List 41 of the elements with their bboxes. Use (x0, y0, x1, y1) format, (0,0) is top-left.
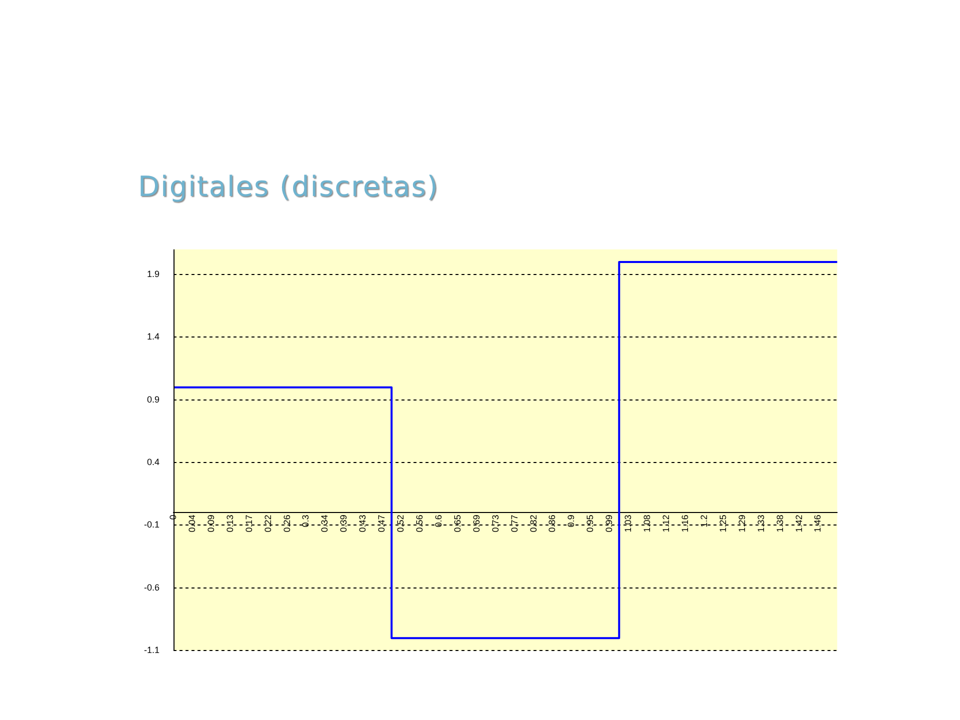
x-tick-label: 0.47 (376, 514, 387, 532)
x-tick-label: 0.09 (206, 514, 216, 532)
x-tick-label: 1.08 (642, 514, 652, 532)
x-tick-label: 0.17 (244, 514, 254, 532)
x-tick-label: 0.86 (547, 514, 558, 532)
x-tick-label: 1.38 (774, 514, 785, 532)
x-tick-label: 0.39 (338, 514, 349, 532)
x-tick-label: 0.6 (433, 514, 444, 528)
y-tick-label: 0.4 (146, 457, 160, 468)
x-tick-label: 0.43 (358, 514, 368, 532)
x-tick-label: 0.04 (186, 514, 197, 532)
x-tick-label: 0.99 (604, 514, 614, 532)
x-tick-label: 1.29 (736, 514, 747, 532)
x-tick-label: 0.26 (282, 514, 292, 532)
x-tick-label: 0.9 (566, 514, 576, 528)
x-tick-label: 1.25 (718, 514, 728, 532)
x-tick-label: 0.22 (262, 514, 273, 532)
y-tick-label: -1.1 (144, 645, 160, 656)
x-tick-label: 1.33 (756, 514, 766, 532)
x-tick-label: 0.3 (300, 514, 311, 528)
x-tick-label: 1.42 (794, 514, 804, 532)
x-tick-label: 0.73 (490, 514, 500, 532)
chart-title: Digitales (discretas) (138, 170, 439, 203)
x-tick-label: 0.52 (396, 514, 406, 532)
x-tick-label: 1.46 (812, 514, 823, 532)
x-tick-label: 1.16 (680, 514, 690, 532)
x-tick-label: 0.77 (509, 514, 520, 532)
y-tick-label: -0.1 (144, 520, 160, 530)
x-tick-label: 1.12 (661, 514, 672, 532)
x-tick-label: 0.95 (585, 514, 596, 532)
x-tick-label: 0.34 (320, 514, 330, 532)
y-tick-label: 1.4 (146, 332, 160, 342)
x-tick-label: 0.56 (414, 514, 425, 532)
x-tick-label: 0.82 (528, 514, 538, 532)
x-tick-label: 1.03 (623, 514, 634, 532)
y-tick-label: 0.9 (146, 394, 160, 404)
x-tick-label: 0.65 (452, 514, 462, 532)
y-tick-label: -0.6 (144, 582, 160, 592)
x-tick-label: 0.69 (471, 514, 482, 532)
y-tick-label: 1.9 (146, 268, 160, 279)
x-tick-label: 0.13 (224, 514, 235, 532)
